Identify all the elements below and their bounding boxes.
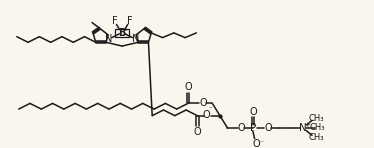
Text: O: O (253, 139, 260, 148)
Text: O: O (193, 127, 201, 137)
Text: ¯: ¯ (208, 108, 211, 114)
Text: O: O (203, 110, 211, 120)
Text: ⁻: ⁻ (259, 138, 263, 147)
Text: N: N (105, 34, 113, 44)
Text: +: + (304, 122, 310, 128)
Text: B: B (119, 28, 126, 38)
Text: CH₃: CH₃ (310, 123, 325, 132)
Text: F: F (112, 16, 117, 26)
Text: CH₃: CH₃ (308, 114, 324, 123)
Text: ⁻: ⁻ (124, 29, 128, 35)
Text: P: P (250, 123, 256, 133)
Text: F: F (127, 16, 132, 26)
Text: O: O (238, 123, 245, 133)
Text: O: O (249, 107, 257, 117)
Text: N: N (299, 123, 307, 133)
Text: CH₃: CH₃ (308, 133, 324, 142)
Text: N: N (132, 34, 139, 44)
Text: O: O (199, 98, 207, 108)
Text: O: O (264, 123, 272, 133)
Text: O: O (184, 82, 192, 92)
